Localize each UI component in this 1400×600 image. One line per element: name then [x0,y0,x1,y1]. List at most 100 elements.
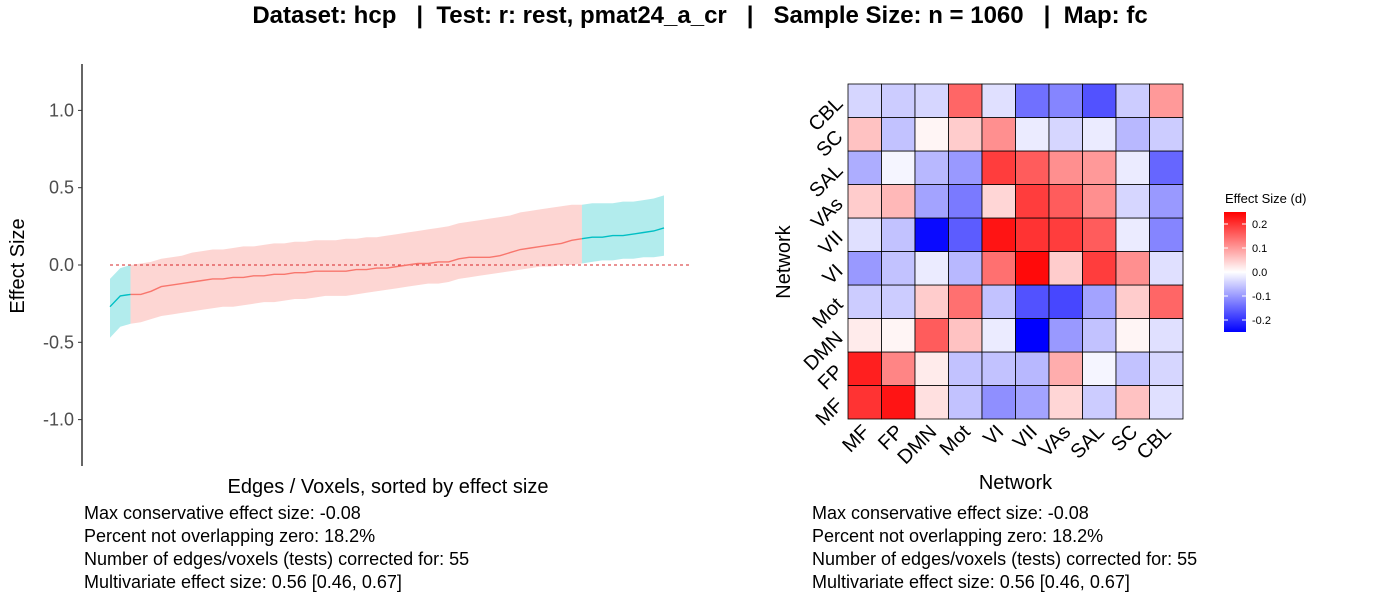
heatmap-cell [914,251,949,286]
heatmap-cell [981,83,1016,118]
heatmap-cell [1082,318,1117,353]
heatmap-cell [1048,284,1083,319]
heatmap-cell [1149,251,1184,286]
heatmap-y-label: VI [819,260,848,289]
y-tick-label: 0.5 [49,178,74,198]
heatmap-cell [948,251,983,286]
heatmap-cell [1015,251,1050,286]
heatmap-cell [1048,117,1083,152]
heatmap-cell [847,284,882,319]
heatmap-cell [981,385,1016,420]
heatmap-cell [1048,318,1083,353]
heatmap-cell [1082,284,1117,319]
heatmap-cell [948,351,983,386]
effect-line-0 [109,293,131,308]
heatmap-cell [981,318,1016,353]
heatmap-cell [847,150,882,185]
stat-percent-not-overlapping: Percent not overlapping zero: 18.2% [84,526,376,546]
heatmap-cell [948,284,983,319]
heatmap-cell [1048,385,1083,420]
heatmap-cell [948,217,983,252]
heatmap-cell [847,184,882,219]
heatmap-cell [914,284,949,319]
heatmap-cell [847,83,882,118]
heatmap-cell [1082,184,1117,219]
heatmap-cell [1015,83,1050,118]
heatmap-cell [1015,385,1050,420]
heatmap-cell [1015,184,1050,219]
page-title: Dataset: hcp | Test: r: rest, pmat24_a_c… [252,2,1148,29]
heatmap-cell [1115,150,1150,185]
heatmap-cell [981,217,1016,252]
heatmap-cell [881,217,916,252]
heatmap-cell [1149,184,1184,219]
y-tick-label: 0.0 [49,255,74,275]
heatmap-cell [1015,150,1050,185]
heatmap-cell [981,251,1016,286]
heatmap-cell [1115,385,1150,420]
heatmap-cell [1115,284,1150,319]
legend-tick-label: 0.0 [1252,267,1267,279]
heatmap-cell [1015,217,1050,252]
heatmap-cell [914,184,949,219]
heatmap-cell [948,150,983,185]
heatmap-y-label: Mot [808,293,847,332]
heatmap-cell [948,117,983,152]
heatmap-cell [1149,217,1184,252]
x-axis-label: Edges / Voxels, sorted by effect size [228,476,549,498]
heatmap-x-axis-label: Network [979,472,1053,494]
heatmap-cell [1015,318,1050,353]
heatmap-cell [881,117,916,152]
stat-max-conservative: Max conservative effect size: -0.08 [84,503,361,523]
heatmap-cell [914,83,949,118]
heatmap-cell [1149,284,1184,319]
heatmap-cell [847,251,882,286]
ci-band-0 [110,265,131,338]
heatmap-cell [1149,351,1184,386]
line-chart-stats: Max conservative effect size: -0.08 Perc… [84,502,469,594]
heatmap-cell [1082,385,1117,420]
heatmap-y-label: VAs [807,193,847,233]
heatmap-cell [914,217,949,252]
heatmap-cell [981,184,1016,219]
heatmap-cell [948,184,983,219]
heatmap-cell [1048,251,1083,286]
heatmap-cell [1048,351,1083,386]
heatmap-cell [881,385,916,420]
heatmap-cell [1082,217,1117,252]
stat-percent-not-overlapping: Percent not overlapping zero: 18.2% [812,526,1104,546]
y-axis-label: Effect Size [7,218,29,313]
heatmap-cell [1015,284,1050,319]
heatmap-cell [847,117,882,152]
heatmap-cell [847,351,882,386]
heatmap-cell [1149,318,1184,353]
heatmap-y-label: MF [812,394,848,430]
heatmap-cell [847,385,882,420]
heatmap-cell [847,217,882,252]
heatmap-cell [981,150,1016,185]
heatmap-x-label: SAL [1066,421,1108,463]
heatmap-cell [914,150,949,185]
heatmap-x-label: DMN [894,421,942,469]
heatmap-cell [1115,251,1150,286]
y-tick-label: -0.5 [43,332,74,352]
heatmap-cell [1048,83,1083,118]
heatmap-cell [1115,117,1150,152]
heatmap-stats: Max conservative effect size: -0.08 Perc… [812,502,1197,594]
heatmap-y-axis-label: Network [773,224,795,298]
heatmap-cell [847,318,882,353]
heatmap-x-label: Mot [936,421,975,460]
stat-multivariate-effect: Multivariate effect size: 0.56 [0.46, 0.… [812,572,1130,592]
heatmap-cell [881,351,916,386]
heatmap-cell [914,351,949,386]
legend-tick-label: -0.2 [1252,315,1271,327]
heatmap-cell [948,318,983,353]
legend-title: Effect Size (d) [1225,191,1306,206]
heatmap-cell [1149,150,1184,185]
ci-band-2 [581,195,664,264]
heatmap-cell [881,318,916,353]
heatmap-cell [1048,184,1083,219]
heatmap-cell [881,150,916,185]
heatmap-x-label: CBL [1133,421,1176,464]
heatmap-cell [1015,351,1050,386]
